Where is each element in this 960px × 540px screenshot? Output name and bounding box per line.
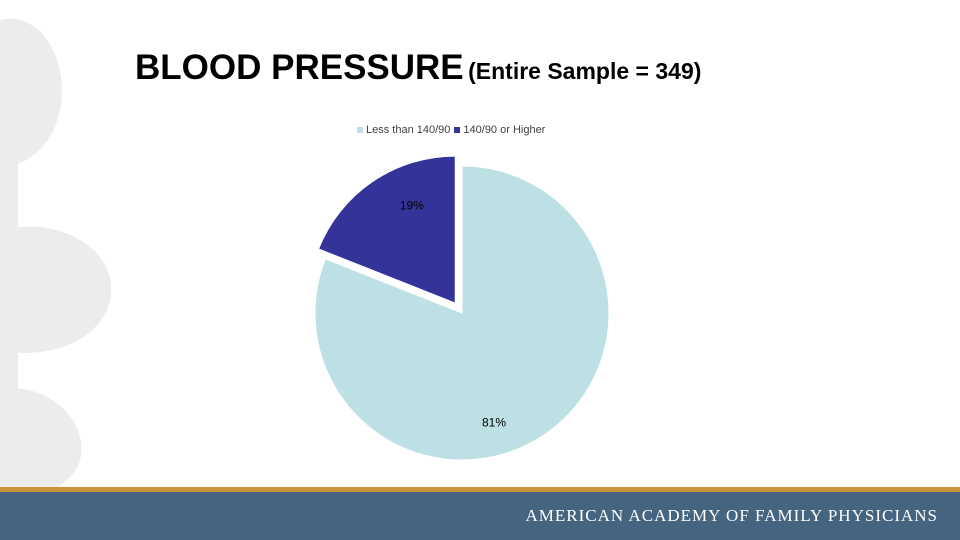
legend-label-higher: 140/90 or Higher: [463, 124, 546, 136]
pie-data-label-1: 19%: [400, 199, 424, 213]
chart-legend: Less than 140/90 140/90 or Higher: [357, 124, 549, 136]
pie-data-label-0: 81%: [482, 415, 506, 429]
pie-slice-1: [317, 155, 456, 304]
footer-bar: AMERICAN ACADEMY OF FAMILY PHYSICIANS: [0, 492, 960, 540]
legend-item-higher: 140/90 or Higher: [454, 124, 545, 136]
title-subtitle: (Entire Sample = 349): [468, 58, 702, 84]
legend-item-less-than: Less than 140/90: [357, 124, 450, 136]
legend-swatch-higher: [454, 127, 461, 133]
slide-title: BLOOD PRESSURE (Entire Sample = 349): [135, 48, 701, 88]
legend-label-less-than: Less than 140/90: [366, 124, 451, 136]
title-main: BLOOD PRESSURE: [135, 48, 464, 87]
footer-stripe: [0, 487, 960, 492]
pie-slice-0: [314, 165, 610, 461]
legend-swatch-less-than: [357, 127, 363, 133]
footer-organization: AMERICAN ACADEMY OF FAMILY PHYSICIANS: [525, 506, 938, 525]
